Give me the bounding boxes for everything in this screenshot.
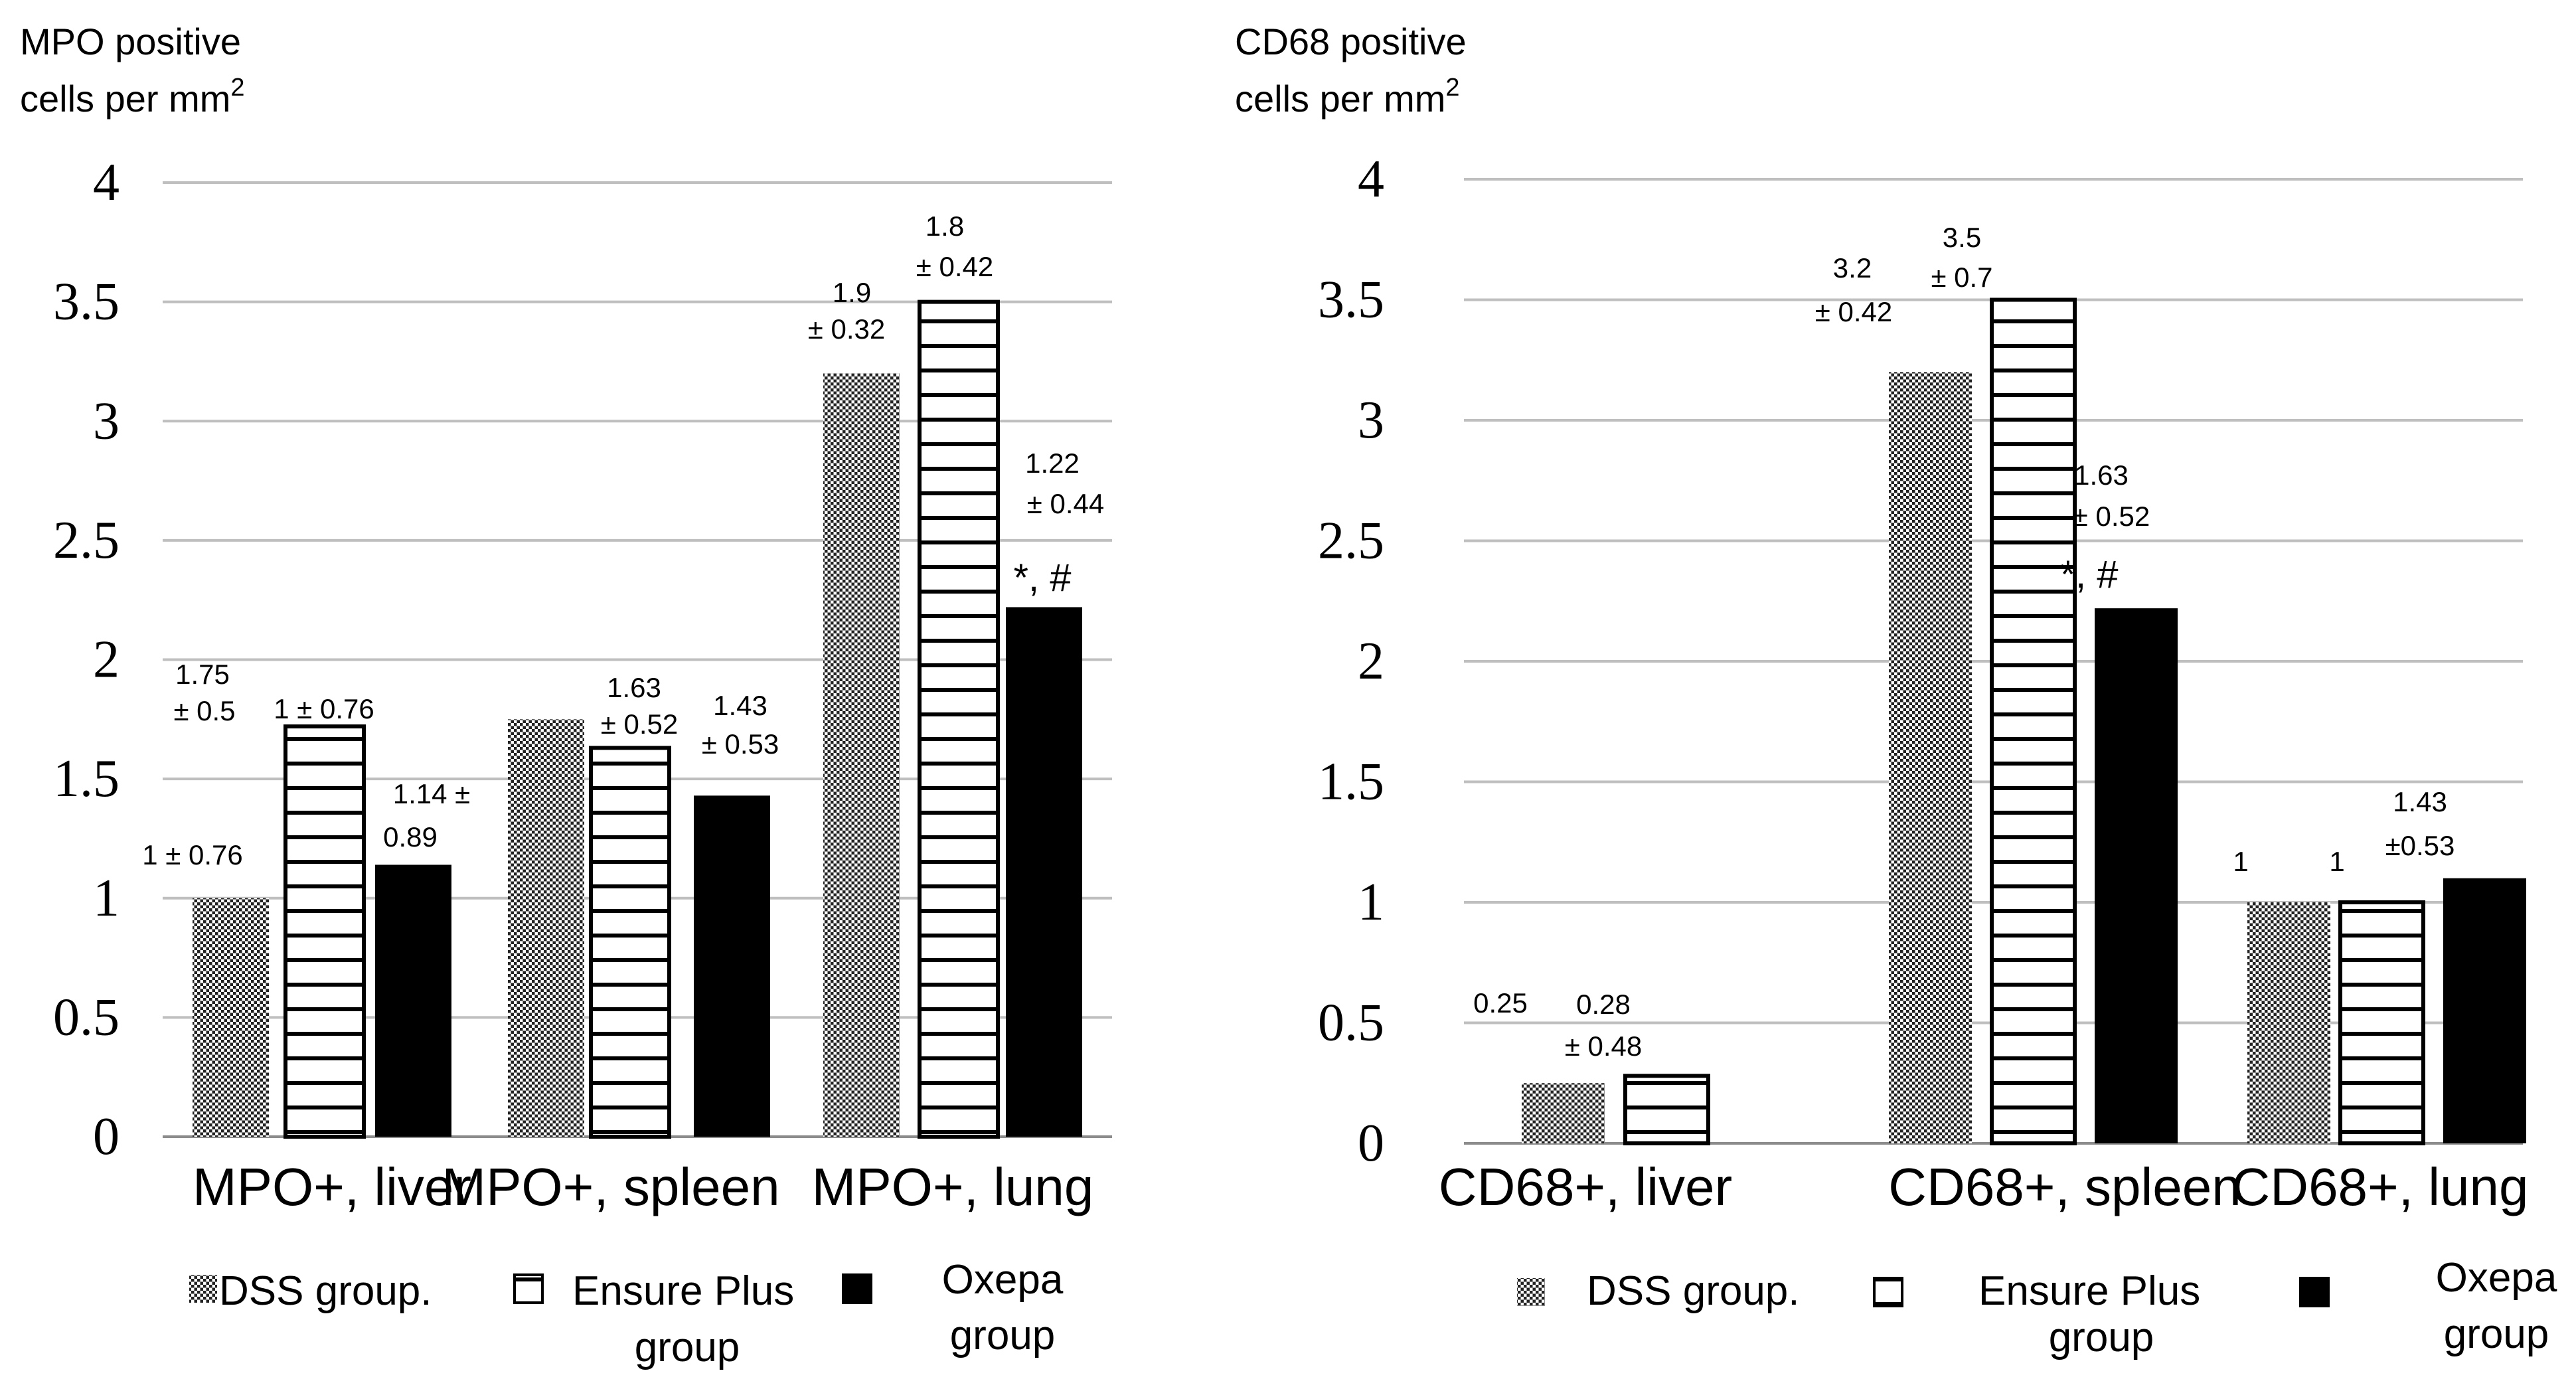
- bar-dss: [1889, 372, 1972, 1143]
- bar-dss: [508, 719, 584, 1137]
- data-label: 0.28: [1576, 989, 1631, 1020]
- data-label: ± 0.42: [916, 251, 993, 282]
- data-label: ±0.53: [2385, 830, 2455, 861]
- legend-label: Oxepa: [942, 1257, 1064, 1303]
- y-tick-label: 2: [1358, 632, 1384, 691]
- legend-label: Oxepa: [2436, 1255, 2557, 1301]
- data-label: ± 0.52: [601, 708, 678, 740]
- legend-label: Ensure Plus: [572, 1268, 794, 1314]
- legend-label: group: [635, 1325, 740, 1370]
- y-tick-label: 0.5: [53, 988, 120, 1046]
- legend-swatch-oxepa: [2299, 1277, 2330, 1307]
- data-label: ± 0.48: [1565, 1030, 1642, 1062]
- legend-label: group: [950, 1313, 1056, 1358]
- data-label: ± 0.53: [702, 728, 779, 760]
- bar-ensure: [1623, 1074, 1710, 1145]
- data-label: 1: [2233, 846, 2248, 877]
- bar-oxepa: [694, 795, 770, 1137]
- legend-swatch-dss: [189, 1275, 217, 1303]
- significance-marker: *, #: [1013, 556, 1071, 600]
- y-tick-label: 3.5: [1318, 271, 1384, 329]
- y-axis-label-line2: cells per mm2: [20, 74, 245, 120]
- data-label: 0.89: [383, 821, 438, 853]
- legend-label: group: [2444, 1311, 2549, 1357]
- data-label: 1.63: [2074, 459, 2129, 491]
- y-tick-label: 3: [93, 392, 120, 450]
- legend-swatch-dss: [1517, 1278, 1545, 1306]
- legend-swatch-ensure: [1873, 1277, 1903, 1307]
- bar-oxepa: [2095, 608, 2178, 1143]
- legend-label: DSS group.: [1587, 1268, 1800, 1314]
- y-tick-label: 4: [1358, 150, 1384, 208]
- y-tick-label: 3: [1358, 391, 1384, 450]
- y-axis-label-superscript: 2: [1445, 74, 1459, 102]
- legend-label: group: [2049, 1315, 2154, 1360]
- x-category-label: CD68+, liver: [1439, 1157, 1732, 1216]
- y-tick-label: 2.5: [1318, 512, 1384, 570]
- data-label: ± 0.42: [1815, 296, 1892, 327]
- bar-dss: [193, 898, 269, 1137]
- bar-ensure: [918, 299, 1000, 1139]
- significance-marker: *, #: [2060, 553, 2118, 596]
- data-label: 1.9: [833, 277, 871, 308]
- data-label: 1.75: [175, 659, 230, 690]
- bar-dss: [2247, 902, 2330, 1143]
- bar-dss: [1522, 1083, 1605, 1143]
- data-label: 0.25: [1473, 987, 1528, 1019]
- data-label: 1.63: [607, 672, 661, 703]
- bar-dss: [823, 373, 900, 1137]
- bar-ensure: [283, 724, 366, 1139]
- y-tick-label: 4: [93, 153, 120, 212]
- x-category-label: MPO+, lung: [812, 1157, 1094, 1216]
- bar-oxepa: [375, 864, 451, 1137]
- data-label: ± 0.5: [173, 695, 235, 726]
- bar-ensure: [1990, 297, 2077, 1145]
- cd68-chart-panel: CD68 positive cells per mm2 0 0.5 1 1.5 2 2.5 3 3…: [1235, 21, 2557, 1360]
- bar-ensure: [2338, 900, 2425, 1145]
- y-tick-label: 1.5: [53, 750, 120, 808]
- data-label: 1.43: [713, 690, 767, 721]
- data-label: 1.8: [926, 210, 964, 242]
- bar-oxepa: [1006, 607, 1082, 1137]
- x-category-label: CD68+, lung: [2232, 1157, 2529, 1216]
- x-category-label: CD68+, spleen: [1888, 1157, 2241, 1216]
- data-label: ± 0.32: [808, 313, 885, 345]
- data-label: 1.22: [1025, 448, 1080, 479]
- y-tick-label: 0.5: [1318, 994, 1384, 1052]
- y-axis-label-line2: cells per mm2: [1235, 74, 1460, 120]
- data-label: 1.43: [2393, 786, 2447, 817]
- y-tick-label: 2: [93, 631, 120, 689]
- data-label: ± 0.52: [2073, 501, 2150, 532]
- data-label: 3.2: [1833, 252, 1872, 284]
- y-tick-label: 1: [1358, 873, 1384, 932]
- data-label: 1 ± 0.76: [274, 693, 374, 724]
- legend-swatch-ensure: [513, 1273, 544, 1304]
- y-axis-label-line1: MPO positive: [20, 21, 241, 62]
- y-tick-label: 1.5: [1318, 753, 1384, 811]
- y-tick-label: 0: [1358, 1114, 1384, 1173]
- legend-swatch-oxepa: [842, 1273, 872, 1304]
- data-label: ± 0.44: [1027, 488, 1104, 519]
- x-category-label: MPO+, spleen: [442, 1157, 779, 1216]
- bar-oxepa: [2443, 878, 2526, 1143]
- mpo-chart-panel: MPO positive cells per mm2 0 0.5 1 1.5 2 2.5 3 3.…: [20, 21, 1112, 1370]
- y-tick-label: 0: [93, 1107, 120, 1166]
- data-label: 1.14 ±: [393, 778, 470, 809]
- data-label: 3.5: [1943, 222, 1981, 253]
- data-label: ± 0.7: [1931, 262, 1992, 293]
- y-tick-label: 3.5: [53, 273, 120, 331]
- bar-ensure: [589, 746, 671, 1139]
- data-label: 1: [2329, 846, 2344, 877]
- y-axis-label-superscript: 2: [230, 74, 244, 102]
- x-category-label: MPO+, liver: [193, 1157, 471, 1216]
- data-label: 1 ± 0.76: [142, 839, 243, 870]
- y-tick-label: 2.5: [53, 511, 120, 570]
- y-axis-label-line1: CD68 positive: [1235, 21, 1467, 62]
- legend-label: DSS group.: [219, 1268, 432, 1314]
- y-tick-label: 1: [93, 869, 120, 928]
- legend-label: Ensure Plus: [1978, 1268, 2200, 1314]
